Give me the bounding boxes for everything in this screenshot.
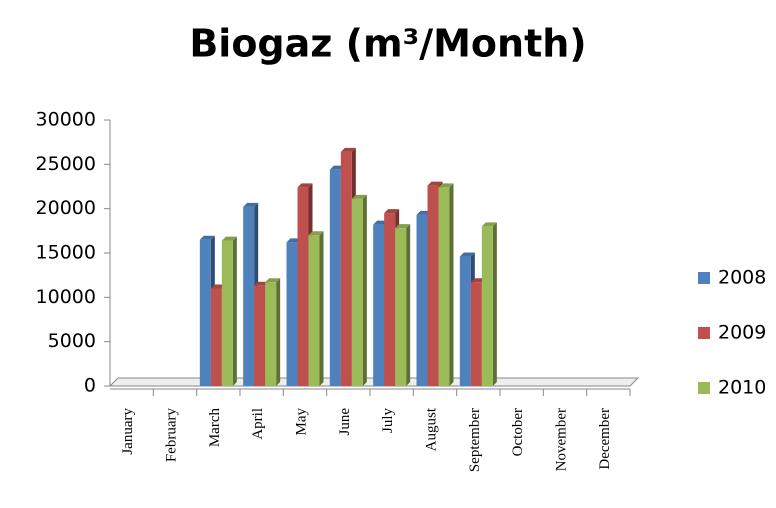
bar	[438, 183, 454, 386]
y-tick-label: 30000	[36, 109, 96, 131]
bar	[481, 222, 497, 386]
legend-swatch	[698, 272, 710, 284]
y-tick-label: 15000	[36, 242, 96, 264]
x-tick-label: September	[467, 408, 483, 472]
y-tick-label: 0	[84, 375, 96, 397]
x-tick-label: October	[510, 408, 526, 456]
chart-title: Biogaz (m³/Month)	[189, 22, 586, 66]
y-tick-label: 25000	[36, 153, 96, 175]
bar	[395, 224, 411, 386]
bar	[265, 278, 281, 386]
legend-label: 2009	[718, 322, 766, 344]
legend-swatch	[698, 327, 710, 339]
x-tick-label: November	[553, 408, 569, 471]
bar	[351, 194, 367, 386]
x-tick-label: April	[250, 408, 266, 440]
legend-label: 2010	[718, 377, 766, 399]
y-tick-label: 5000	[48, 330, 96, 352]
y-tick-label: 10000	[36, 286, 96, 308]
x-tick-label: March	[207, 408, 223, 448]
x-tick-label: July	[380, 408, 396, 434]
x-tick-label: January	[120, 408, 136, 455]
bar	[221, 236, 237, 386]
x-tick-label: February	[163, 408, 179, 463]
x-tick-label: June	[337, 408, 353, 436]
bar	[308, 231, 324, 386]
x-tick-label: December	[597, 408, 613, 470]
legend-swatch	[698, 382, 710, 394]
y-tick-label: 20000	[36, 197, 96, 219]
legend-label: 2008	[718, 267, 766, 289]
x-tick-label: August	[423, 407, 439, 451]
x-tick-label: May	[293, 408, 309, 436]
